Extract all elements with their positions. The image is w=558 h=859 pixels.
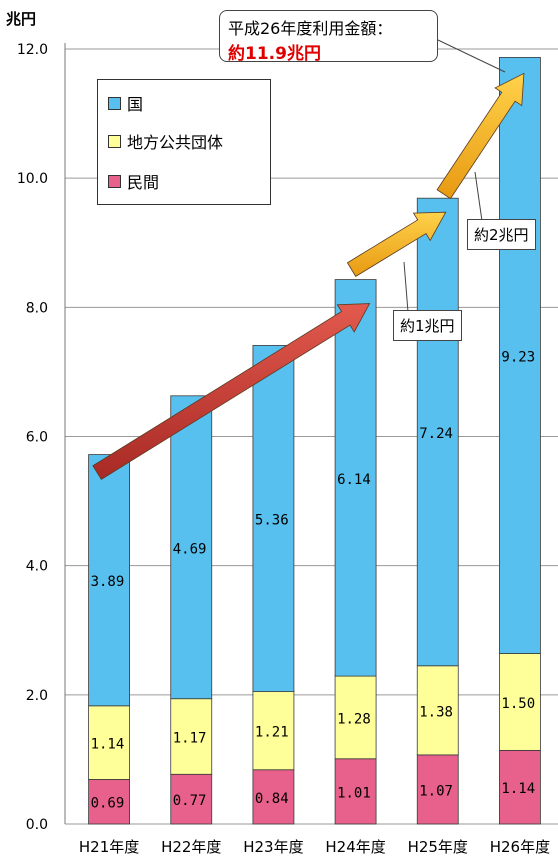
legend-item-chihou: 地方公共団体 [108,129,223,153]
legend-swatch-chihou [108,134,121,148]
legend: 国 地方公共団体 民間 [97,79,271,205]
bar-segment [252,769,295,825]
note-1-text: 約1兆円 [400,317,455,335]
bar-segment [416,754,459,825]
bar-value-label: 0.69 [91,796,125,812]
bar-value-label: 9.23 [501,349,535,365]
y-tick-label: 12.0 [17,42,48,58]
bar-value-label: 0.77 [173,793,207,809]
bar-segment [416,665,459,756]
bar-segment [499,749,541,825]
legend-label-kuni: 国 [127,95,144,114]
bar-segment [499,56,541,654]
legend-swatch-minkan [108,174,121,188]
bar-value-label: 3.89 [91,574,125,590]
y-tick-label: 2.0 [26,688,48,704]
bar-value-label: 6.14 [337,472,371,488]
x-category-label: H22年度 [161,838,221,856]
note-1-callout: 約1兆円 [393,310,462,341]
y-tick-label: 6.0 [26,430,48,446]
y-tick-label: 0.0 [26,817,48,833]
y-tick-label: 4.0 [26,559,48,575]
trend-arrow-red [92,303,371,480]
bar-segment [252,345,295,693]
legend-swatch-kuni [108,96,121,110]
bar-segment [416,197,459,667]
bar-value-label: 4.69 [173,541,207,557]
bar-segment [252,691,295,771]
bar-value-label: 1.38 [419,704,453,720]
total-callout: 平成26年度利用金額： 約11.9兆円 [219,10,438,64]
note-2-callout: 約2兆円 [467,219,536,250]
bar-segment [170,773,213,825]
total-callout-line2: 約11.9兆円 [228,44,321,64]
x-category-label: H21年度 [79,838,139,856]
bar-value-label: 1.07 [419,783,453,799]
bar-value-label: 7.24 [419,426,453,442]
legend-label-minkan: 民間 [127,173,160,192]
bar-segment [334,675,377,760]
bar-segment [334,758,377,825]
bar-value-label: 1.14 [91,737,125,753]
x-category-label: H24年度 [325,838,385,856]
legend-label-chihou: 地方公共団体 [127,133,224,152]
bar-value-label: 1.01 [337,785,371,801]
x-category-label: H25年度 [408,838,468,856]
trend-arrow-orange-1 [346,211,447,277]
bar-value-label: 1.21 [255,725,289,741]
bar-segment [334,279,377,677]
bar-segment [170,395,213,700]
legend-item-kuni: 国 [108,91,143,115]
note-1-pointer [403,261,409,313]
bar-value-label: 1.17 [173,730,207,746]
bar-value-label: 1.50 [501,696,535,712]
bar-segment [170,698,213,775]
y-tick-label: 8.0 [26,300,48,316]
bar-value-label: 0.84 [255,791,289,807]
bar-value-label: 1.28 [337,711,371,727]
legend-item-minkan: 民間 [108,169,159,193]
note-2-text: 約2兆円 [474,226,529,244]
trend-arrow-orange-2 [436,72,525,200]
x-category-label: H26年度 [490,838,550,856]
total-callout-pointer [437,39,506,73]
bar-value-label: 5.36 [255,513,289,529]
total-callout-line1: 平成26年度利用金額： [228,19,393,38]
bar-segment [499,653,541,751]
y-tick-label: 10.0 [17,171,48,187]
bar-segment [88,454,130,707]
note-2-pointer [474,171,483,222]
y-unit-label: 兆円 [6,10,37,28]
bar-value-label: 1.14 [501,781,535,797]
bar-segment [88,705,130,780]
x-category-label: H23年度 [243,838,303,856]
